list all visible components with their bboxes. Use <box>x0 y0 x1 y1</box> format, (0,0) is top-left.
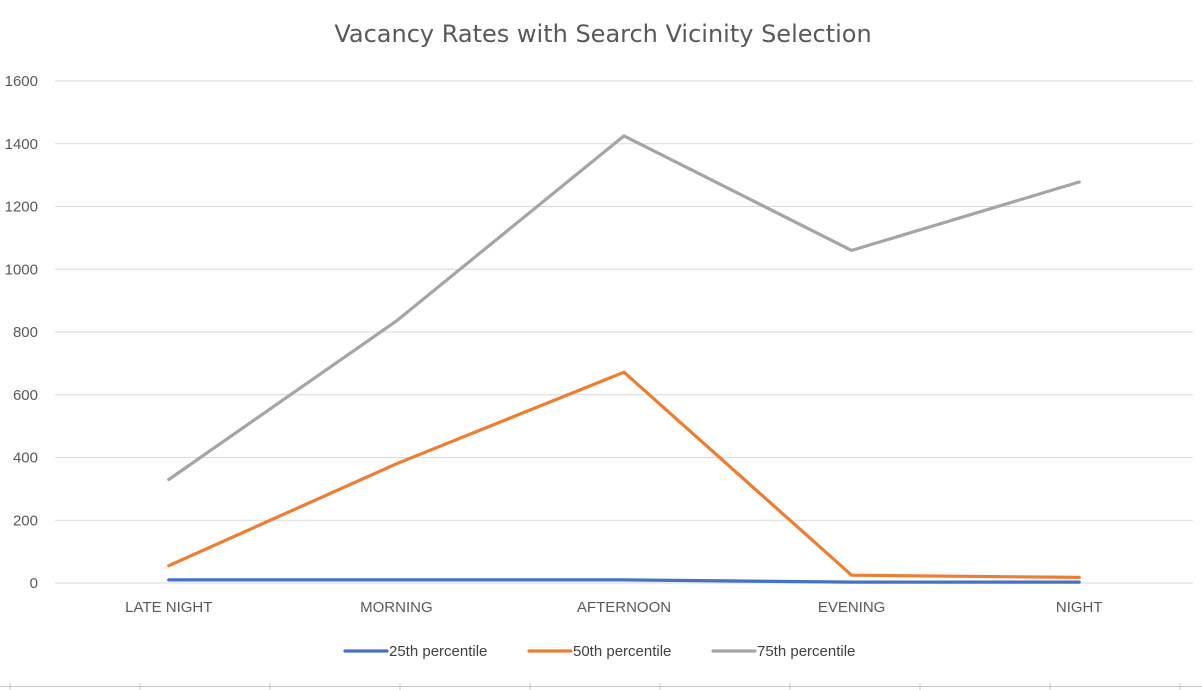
y-tick-label: 200 <box>13 512 38 529</box>
x-tick-label: LATE NIGHT <box>125 599 212 616</box>
legend-label: 25th percentile <box>389 643 487 660</box>
y-axis-ticks: 0 200 400 600 800 1000 1200 1400 1600 <box>5 73 38 592</box>
bottom-border <box>0 683 1202 690</box>
x-tick-label: EVENING <box>818 599 886 616</box>
y-tick-label: 1400 <box>5 136 38 153</box>
y-tick-label: 1000 <box>5 261 38 278</box>
x-tick-label: MORNING <box>360 599 433 616</box>
y-tick-label: 0 <box>30 575 38 592</box>
chart-title: Vacancy Rates with Search Vicinity Selec… <box>334 20 871 48</box>
legend-label: 75th percentile <box>757 643 855 660</box>
x-axis-ticks: LATE NIGHT MORNING AFTERNOON EVENING NIGHT <box>125 599 1102 616</box>
series-line-1 <box>167 578 1081 584</box>
y-tick-label: 1600 <box>5 73 38 90</box>
y-tick-label: 800 <box>13 324 38 341</box>
series-line-3 <box>167 134 1081 482</box>
x-tick-label: AFTERNOON <box>577 599 671 616</box>
y-tick-label: 400 <box>13 450 38 467</box>
series-lines <box>167 134 1081 584</box>
legend-label: 50th percentile <box>573 643 671 660</box>
gridlines <box>55 80 1193 584</box>
series-line-2 <box>167 370 1081 580</box>
legend: 25th percentile 50th percentile 75th perce… <box>343 643 855 660</box>
y-tick-label: 1200 <box>5 199 38 216</box>
y-tick-label: 600 <box>13 387 38 404</box>
x-tick-label: NIGHT <box>1056 599 1103 616</box>
